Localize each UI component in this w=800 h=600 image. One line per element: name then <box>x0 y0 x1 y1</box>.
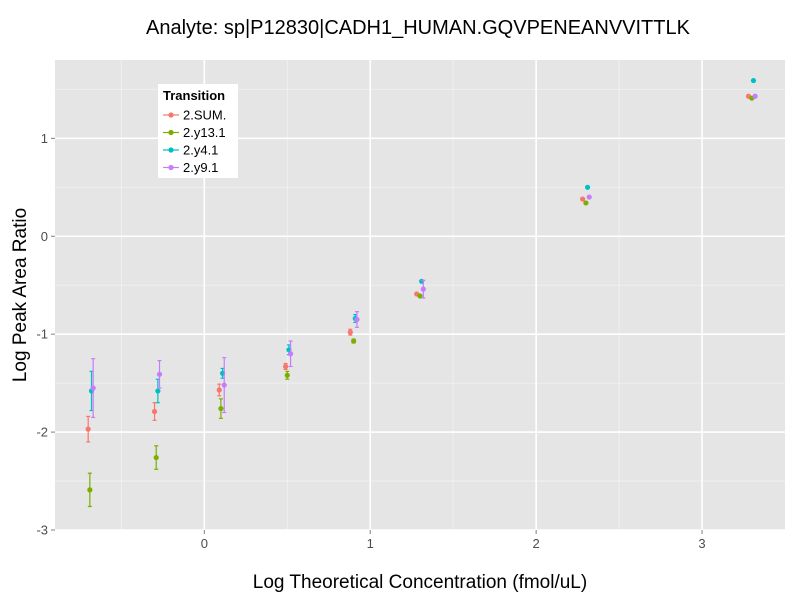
data-point <box>153 454 159 461</box>
y-axis-label: Log Peak Area Ratio <box>10 208 31 382</box>
legend-entry: 2.SUM. <box>163 108 226 123</box>
legend-key-dot <box>168 112 174 118</box>
y-tick-label: -2 <box>36 425 48 440</box>
legend-title: Transition <box>163 88 225 103</box>
data-point <box>283 363 289 370</box>
legend-label: 2.y9.1 <box>183 160 218 175</box>
x-tick-label: 1 <box>367 536 374 551</box>
data-point <box>583 200 589 206</box>
legend-entries: 2.SUM. 2.y13.1 2.y4.1 2.y9.1 <box>163 108 226 175</box>
legend: Transition 2.SUM. 2.y13.1 2.y4.1 2.y9.1 <box>158 84 238 178</box>
y-tick-label: 0 <box>41 229 48 244</box>
legend-entry: 2.y13.1 <box>163 125 226 140</box>
data-point <box>85 426 91 432</box>
y-axis: -3 -2 -1 0 1 <box>36 131 55 538</box>
chart-title: Analyte: sp|P12830|CADH1_HUMAN.GQVPENEAN… <box>146 17 691 39</box>
data-point <box>420 286 426 292</box>
x-axis: 0 1 2 3 <box>201 530 706 551</box>
series-0 <box>85 93 752 443</box>
legend-label: 2.y13.1 <box>183 125 226 140</box>
legend-label: 2.SUM. <box>183 108 226 123</box>
x-tick-label: 3 <box>698 536 705 551</box>
series-2 <box>88 77 757 412</box>
data-point <box>750 77 757 84</box>
data-point <box>156 371 163 377</box>
data-point <box>151 408 158 415</box>
x-axis-label: Log Theoretical Concentration (fmol/uL) <box>253 572 587 593</box>
data-point <box>579 196 586 202</box>
legend-entry: 2.y4.1 <box>163 143 218 158</box>
data-point <box>218 405 224 412</box>
series-layer <box>85 77 758 508</box>
data-point <box>752 93 758 99</box>
grid-minor <box>55 60 785 530</box>
y-tick-label: -1 <box>36 327 48 342</box>
legend-key-dot <box>168 164 174 171</box>
x-tick-label: 2 <box>533 536 540 551</box>
legend-entry: 2.y9.1 <box>163 160 218 175</box>
data-point <box>221 382 227 388</box>
data-point <box>347 329 353 335</box>
y-tick-label: 1 <box>41 131 48 146</box>
legend-key-dot <box>168 129 174 136</box>
data-point <box>284 372 290 378</box>
legend-label: 2.y4.1 <box>183 143 218 158</box>
data-point <box>155 388 161 394</box>
data-point <box>417 293 423 299</box>
data-point <box>90 385 96 391</box>
legend-key-dot <box>168 147 174 153</box>
series-3 <box>90 93 758 418</box>
data-point <box>216 387 222 393</box>
y-tick-label: -3 <box>36 523 48 538</box>
data-point <box>287 351 294 357</box>
data-point <box>87 487 93 493</box>
x-tick-label: 0 <box>201 536 208 551</box>
data-point <box>351 338 357 344</box>
data-point <box>354 316 360 323</box>
data-point <box>584 184 591 190</box>
data-point <box>586 194 592 200</box>
